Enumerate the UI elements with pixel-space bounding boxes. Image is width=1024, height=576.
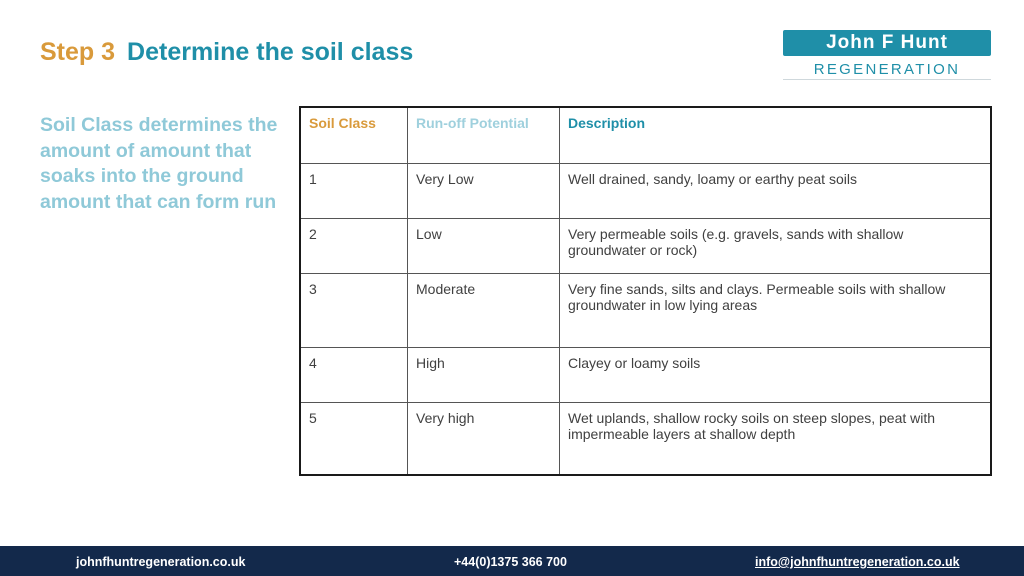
cell-runoff: Moderate: [407, 272, 560, 348]
cell-soil-class: 5: [299, 401, 408, 476]
footer-website-link[interactable]: johnfhuntregeneration.co.uk: [76, 555, 246, 569]
table-row: 5 Very high Wet uplands, shallow rocky s…: [299, 401, 992, 476]
table-row: 1 Very Low Well drained, sandy, loamy or…: [299, 162, 992, 219]
footer-email-link[interactable]: info@johnfhuntregeneration.co.uk: [755, 555, 960, 569]
footer-bar: johnfhuntregeneration.co.uk +44(0)1375 3…: [0, 546, 1024, 576]
cell-soil-class: 2: [299, 217, 408, 274]
cell-description: Wet uplands, shallow rocky soils on stee…: [559, 401, 992, 476]
table-row: 4 High Clayey or loamy soils: [299, 346, 992, 403]
logo-subtitle: REGENERATION: [783, 61, 991, 80]
soil-class-table: Soil Class Run-off Potential Description…: [299, 106, 992, 476]
cell-soil-class: 1: [299, 162, 408, 219]
cell-description: Clayey or loamy soils: [559, 346, 992, 403]
header-description: Description: [559, 106, 992, 164]
table-header-row: Soil Class Run-off Potential Description: [299, 106, 992, 164]
cell-runoff: Low: [407, 217, 560, 274]
side-description: Soil Class determines the amount of amou…: [40, 114, 278, 213]
cell-description: Very permeable soils (e.g. gravels, sand…: [559, 217, 992, 274]
table-row: 3 Moderate Very fine sands, silts and cl…: [299, 272, 992, 348]
step-label: Step 3: [40, 38, 116, 66]
cell-description: Very fine sands, silts and clays. Permea…: [559, 272, 992, 348]
table-row: 2 Low Very permeable soils (e.g. gravels…: [299, 217, 992, 274]
logo-name: John F Hunt: [783, 30, 991, 56]
cell-description: Well drained, sandy, loamy or earthy pea…: [559, 162, 992, 219]
cell-runoff: High: [407, 346, 560, 403]
title-heading: Determine the soil class: [127, 38, 414, 66]
cell-soil-class: 3: [299, 272, 408, 348]
page-title: Step 3 Determine the soil class: [40, 38, 413, 67]
cell-soil-class: 4: [299, 346, 408, 403]
company-logo: John F Hunt REGENERATION: [783, 30, 991, 80]
footer-phone: +44(0)1375 366 700: [454, 555, 567, 569]
cell-runoff: Very Low: [407, 162, 560, 219]
header-soil-class: Soil Class: [299, 106, 408, 164]
header-runoff-potential: Run-off Potential: [407, 106, 560, 164]
cell-runoff: Very high: [407, 401, 560, 476]
